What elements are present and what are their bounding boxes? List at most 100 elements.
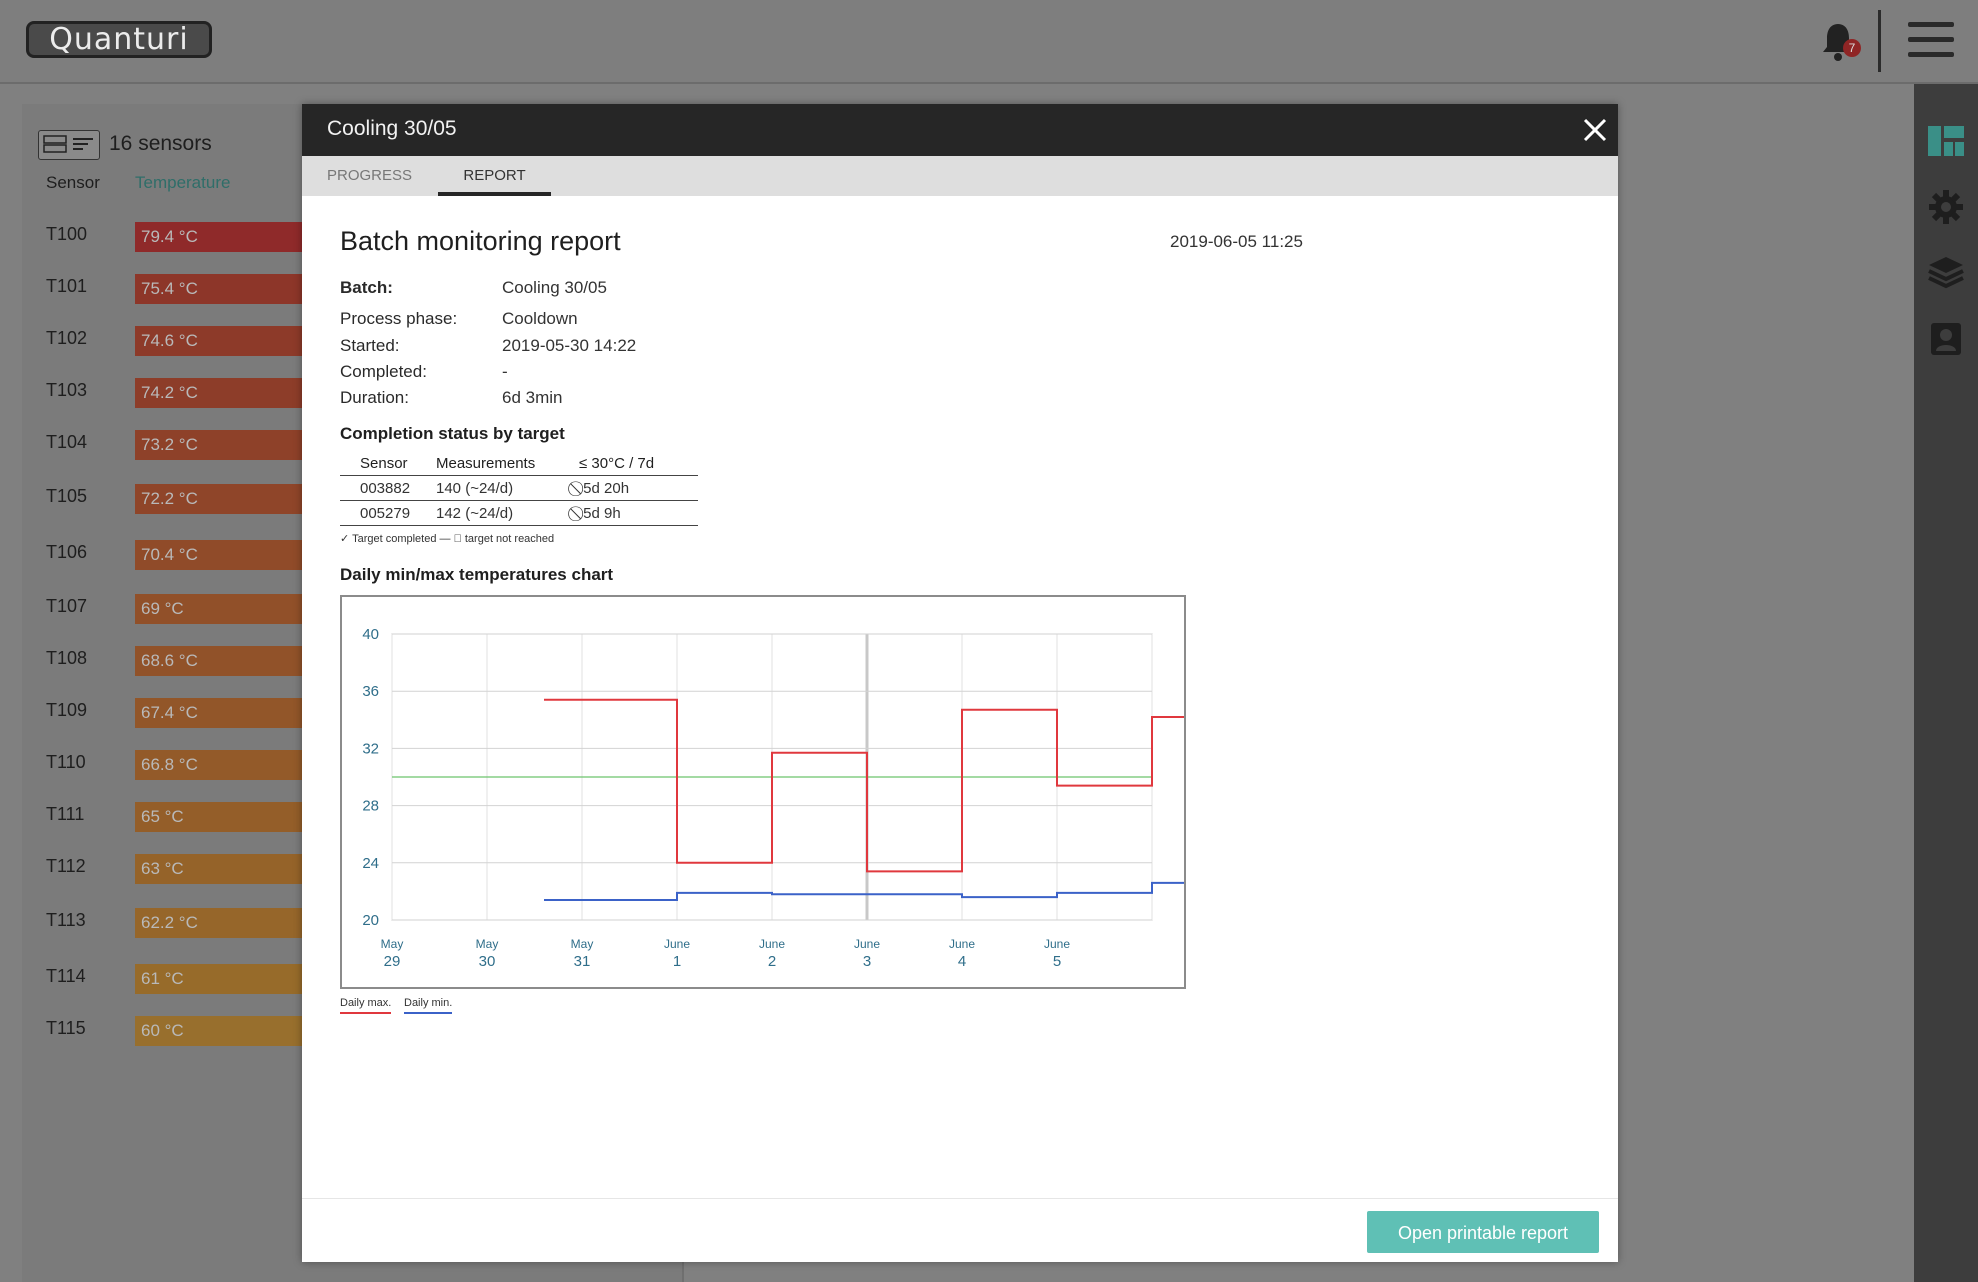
chart-svg: 20 24 28 32 36 40 May 29 May 30 May 31 June 1 June 2 Jun…	[362, 626, 1209, 970]
field-label-phase: Process phase:	[340, 309, 458, 328]
legend-daily-max: Daily max.	[340, 997, 392, 1014]
table-cell: 005279	[360, 504, 411, 522]
list-view-icon[interactable]	[70, 134, 96, 154]
sensor-temperature-bar[interactable]: 69 °C	[135, 594, 305, 624]
x-tick-day: 4	[958, 953, 966, 970]
topbar-divider	[1878, 10, 1881, 72]
field-value-batch: Cooling 30/05	[502, 278, 607, 297]
sensor-name[interactable]: T108	[46, 648, 88, 668]
modal-footer-divider	[302, 1198, 1618, 1199]
sensor-temperature-bar[interactable]: 70.4 °C	[135, 540, 305, 570]
sensor-temperature-bar[interactable]: 74.2 °C	[135, 378, 305, 408]
sensor-temperature-bar[interactable]: 62.2 °C	[135, 908, 305, 938]
contact-icon[interactable]	[1928, 321, 1964, 357]
field-label-completed: Completed:	[340, 362, 427, 381]
x-tick-month: May	[476, 937, 499, 951]
x-tick-day: 3	[863, 953, 871, 970]
completion-table: Sensor Measurements ≤ 30°C / 7d 003882 1…	[340, 451, 698, 526]
y-tick-label: 32	[362, 740, 379, 757]
sensor-temperature-bar[interactable]: 79.4 °C	[135, 222, 305, 252]
sensor-name[interactable]: T105	[46, 486, 88, 506]
sensor-name[interactable]: T100	[46, 224, 88, 244]
temperature-chart: 20 24 28 32 36 40 May 29 May 30 May 31 June 1 June 2 Jun…	[340, 595, 1209, 989]
tab-report[interactable]: REPORT	[438, 156, 551, 196]
x-tick-month: May	[571, 937, 594, 951]
chart-heading: Daily min/max temperatures chart	[340, 565, 614, 584]
field-label-started: Started:	[340, 336, 400, 355]
sensor-name[interactable]: T101	[46, 276, 88, 296]
x-tick-month: June	[1044, 937, 1070, 951]
field-value-started: 2019-05-30 14:22	[502, 336, 637, 355]
sensor-name[interactable]: T102	[46, 328, 88, 348]
sensor-temperature-bar[interactable]: 65 °C	[135, 802, 305, 832]
report-modal: Cooling 30/05 PROGRESS REPORT Batch moni…	[302, 104, 1618, 1262]
right-rail	[1914, 84, 1978, 1282]
dashboard-icon[interactable]	[1928, 124, 1964, 160]
table-row: 003882 140 (~24/d) ⃠ 5d 20h	[340, 476, 698, 501]
y-tick-label: 20	[362, 912, 379, 929]
sensor-temperature-bar[interactable]: 68.6 °C	[135, 646, 305, 676]
grid-view-icon[interactable]	[42, 134, 68, 154]
sensor-name[interactable]: T112	[46, 856, 86, 876]
y-tick-label: 40	[362, 626, 379, 643]
completion-heading: Completion status by target	[340, 424, 565, 443]
table-header-sensor: Sensor	[360, 454, 408, 472]
column-temperature-header[interactable]: Temperature	[135, 173, 231, 192]
sensor-temperature-bar[interactable]: 67.4 °C	[135, 698, 305, 728]
x-tick-day: 5	[1053, 953, 1061, 970]
x-tick-month: May	[381, 937, 404, 951]
y-tick-label: 28	[362, 798, 379, 815]
modal-header: Cooling 30/05	[302, 104, 1618, 156]
sensor-temperature-bar[interactable]: 63 °C	[135, 854, 305, 884]
report-heading: Batch monitoring report	[340, 226, 621, 256]
table-cell: 140 (~24/d)	[436, 479, 514, 497]
tab-progress[interactable]: PROGRESS	[327, 167, 413, 184]
x-tick-month: June	[854, 937, 880, 951]
x-tick-day: 30	[479, 953, 496, 970]
table-header-target: ≤ 30°C / 7d	[579, 454, 655, 472]
gear-icon[interactable]	[1928, 189, 1964, 225]
sensor-temperature-bar[interactable]: 72.2 °C	[135, 484, 305, 514]
hamburger-menu-icon[interactable]	[1908, 22, 1954, 58]
field-label-batch: Batch:	[340, 278, 393, 297]
sensor-name[interactable]: T113	[46, 910, 86, 930]
x-tick-month: June	[664, 937, 690, 951]
sensor-name[interactable]: T110	[46, 752, 86, 772]
x-tick-day: 2	[768, 953, 776, 970]
sensor-name[interactable]: T115	[46, 1018, 86, 1038]
x-tick-month: June	[759, 937, 785, 951]
sensor-name[interactable]: T106	[46, 542, 88, 562]
table-cell: 142 (~24/d)	[436, 504, 514, 522]
table-cell: ⃠ 5d 9h	[579, 504, 621, 522]
y-tick-label: 36	[362, 683, 379, 700]
table-cell: ⃠ 5d 20h	[579, 479, 630, 497]
open-printable-report-button[interactable]: Open printable report	[1367, 1211, 1599, 1253]
field-value-duration: 6d 3min	[502, 388, 563, 407]
sensor-temperature-bar[interactable]: 61 °C	[135, 964, 305, 994]
sensor-temperature-bar[interactable]: 74.6 °C	[135, 326, 305, 356]
table-header-measurements: Measurements	[436, 454, 536, 472]
sensor-temperature-bar[interactable]: 66.8 °C	[135, 750, 305, 780]
sensor-temperature-bar[interactable]: 75.4 °C	[135, 274, 305, 304]
sensor-name[interactable]: T111	[46, 804, 85, 824]
completion-legend-note: ✓ Target completed — ⃠ target not reache…	[340, 533, 555, 545]
sensor-name[interactable]: T107	[46, 596, 88, 616]
quanturi-logo[interactable]: Quanturi	[26, 21, 212, 58]
sensor-name[interactable]: T103	[46, 380, 88, 400]
report-date: 2019-06-05 11:25	[1170, 232, 1303, 251]
table-header-row: Sensor Measurements ≤ 30°C / 7d	[340, 451, 698, 476]
field-value-completed: -	[502, 362, 508, 381]
sensor-name[interactable]: T109	[46, 700, 88, 720]
sensor-temperature-bar[interactable]: 73.2 °C	[135, 430, 305, 460]
modal-title: Cooling 30/05	[327, 117, 457, 140]
view-toggle[interactable]	[38, 130, 100, 160]
layers-icon[interactable]	[1928, 254, 1964, 290]
close-icon[interactable]	[1582, 117, 1608, 143]
sensor-name[interactable]: T104	[46, 432, 88, 452]
sensor-count: 16 sensors	[109, 132, 212, 155]
sensor-temperature-bar[interactable]: 60 °C	[135, 1016, 305, 1046]
x-tick-month: June	[949, 937, 975, 951]
column-sensor-header[interactable]: Sensor	[46, 173, 100, 192]
daily-min-series-line	[544, 881, 1209, 901]
sensor-name[interactable]: T114	[46, 966, 86, 986]
